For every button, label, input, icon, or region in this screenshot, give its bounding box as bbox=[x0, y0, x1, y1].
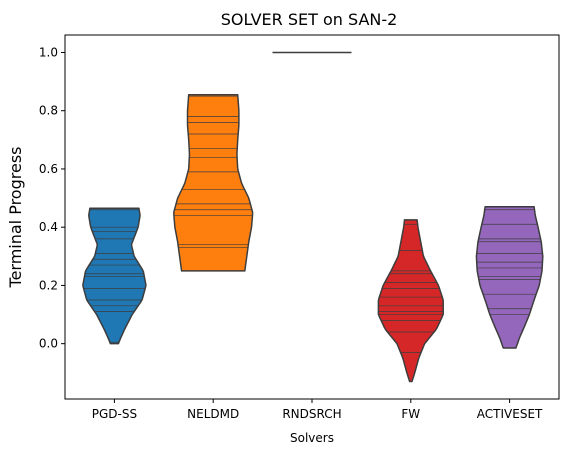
y-axis-ticks: 0.0 0.2 0.4 0.6 0.8 1.0 bbox=[39, 45, 65, 351]
y-tick-label: 0.4 bbox=[39, 220, 58, 234]
chart-title: SOLVER SET on SAN-2 bbox=[221, 10, 398, 29]
x-axis-ticks: PGD-SS NELDMD RNDSRCH FW ACTIVESET bbox=[92, 399, 543, 421]
y-tick-label: 0.8 bbox=[39, 104, 58, 118]
violin-body-fw bbox=[377, 219, 444, 383]
x-tick-label: PGD-SS bbox=[92, 407, 137, 421]
x-tick-label: NELDMD bbox=[187, 407, 239, 421]
y-tick-label: 1.0 bbox=[39, 45, 58, 59]
y-tick-label: 0.6 bbox=[39, 162, 58, 176]
y-tick-label: 0.0 bbox=[39, 337, 58, 351]
x-tick-label: RNDSRCH bbox=[282, 407, 341, 421]
y-tick-label: 0.2 bbox=[39, 278, 58, 292]
plot-area-frame bbox=[64, 34, 560, 400]
y-axis-label: Terminal Progress bbox=[6, 147, 25, 289]
violins-group bbox=[82, 51, 544, 383]
x-tick-label: ACTIVESET bbox=[477, 407, 543, 421]
violin-body-activeset bbox=[475, 206, 544, 349]
x-axis-label: Solvers bbox=[290, 431, 334, 445]
x-tick-label: FW bbox=[401, 407, 420, 421]
violin-body-neldmd bbox=[173, 93, 254, 272]
